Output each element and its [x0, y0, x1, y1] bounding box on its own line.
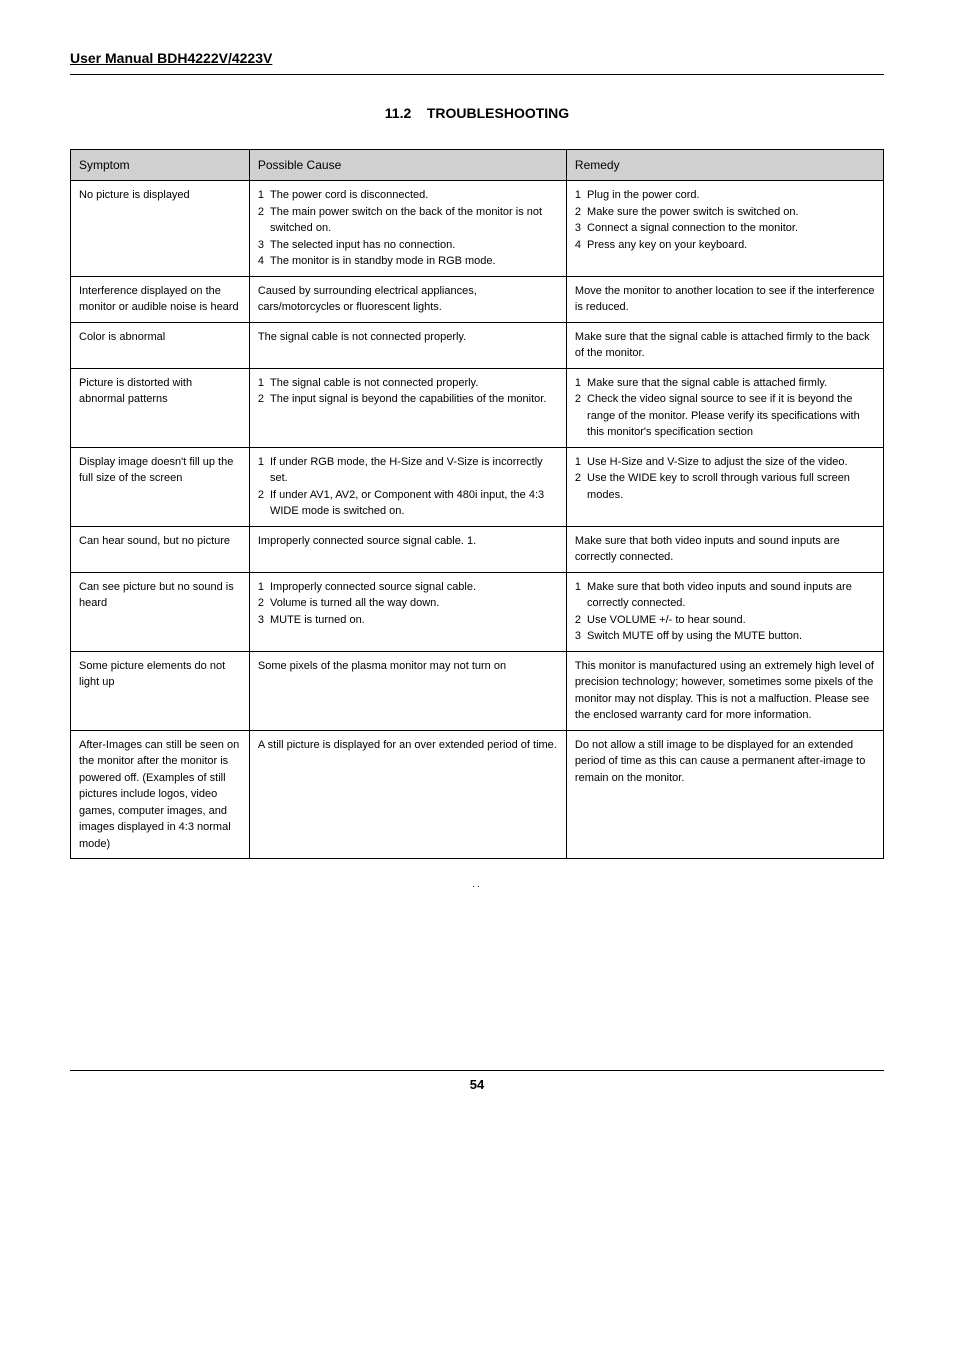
remedy-item: Use the WIDE key to scroll through vario… [587, 470, 875, 503]
remedy-item: Use VOLUME +/- to hear sound. [587, 612, 875, 629]
cause-cell: Caused by surrounding electrical applian… [249, 276, 566, 322]
remedy-item: Use H-Size and V-Size to adjust the size… [587, 454, 875, 471]
symptom-cell: Color is abnormal [71, 322, 250, 368]
cause-item: Volume is turned all the way down. [270, 595, 476, 612]
col-remedy-header: Remedy [566, 150, 883, 181]
table-row: Some picture elements do not light up So… [71, 651, 884, 730]
remedy-item: Make sure that both video inputs and sou… [587, 579, 875, 612]
remedy-item: Press any key on your keyboard. [587, 237, 799, 254]
cause-cell: 1If under RGB mode, the H-Size and V-Siz… [249, 447, 566, 526]
page-number: 54 [70, 1077, 884, 1092]
symptom-cell: Interference displayed on the monitor or… [71, 276, 250, 322]
section-title: 11.2 TROUBLESHOOTING [70, 105, 884, 121]
symptom-cell: Can see picture but no sound is heard [71, 572, 250, 651]
table-header-row: Symptom Possible Cause Remedy [71, 150, 884, 181]
remedy-item: Make sure the power switch is switched o… [587, 204, 799, 221]
cause-item: The signal cable is not connected proper… [270, 375, 546, 392]
remedy-cell: 1Make sure that the signal cable is atta… [566, 368, 883, 447]
cause-item: The power cord is disconnected. [270, 187, 558, 204]
table-row: After-Images can still be seen on the mo… [71, 730, 884, 859]
troubleshooting-table: Symptom Possible Cause Remedy No picture… [70, 149, 884, 859]
symptom-cell: Display image doesn't fill up the full s… [71, 447, 250, 526]
manual-title: User Manual BDH4222V/4223V [70, 50, 884, 74]
remedy-cell: Make sure that both video inputs and sou… [566, 526, 883, 572]
remedy-cell: Do not allow a still image to be display… [566, 730, 883, 859]
cause-item: MUTE is turned on. [270, 612, 476, 629]
remedy-cell: Move the monitor to another location to … [566, 276, 883, 322]
cause-item: Improperly connected source signal cable… [270, 579, 476, 596]
col-symptom-header: Symptom [71, 150, 250, 181]
remedy-item: Switch MUTE off by using the MUTE button… [587, 628, 875, 645]
symptom-cell: No picture is displayed [71, 181, 250, 277]
cause-item: If under RGB mode, the H-Size and V-Size… [270, 454, 558, 487]
table-row: Color is abnormal The signal cable is no… [71, 322, 884, 368]
table-row: Can see picture but no sound is heard 1I… [71, 572, 884, 651]
remedy-cell: 1Use H-Size and V-Size to adjust the siz… [566, 447, 883, 526]
cause-item: If under AV1, AV2, or Component with 480… [270, 487, 558, 520]
cause-cell: 1The power cord is disconnected. 2The ma… [249, 181, 566, 277]
cause-cell: Improperly connected source signal cable… [249, 526, 566, 572]
table-row: Can hear sound, but no picture Improperl… [71, 526, 884, 572]
ellipsis-decoration: .. [70, 879, 884, 890]
col-cause-header: Possible Cause [249, 150, 566, 181]
page-footer: 54 [70, 1070, 884, 1092]
section-number: 11.2 [385, 105, 411, 121]
table-row: Display image doesn't fill up the full s… [71, 447, 884, 526]
symptom-cell: Can hear sound, but no picture [71, 526, 250, 572]
cause-cell: 1The signal cable is not connected prope… [249, 368, 566, 447]
section-heading: TROUBLESHOOTING [427, 105, 569, 121]
cause-cell: Some pixels of the plasma monitor may no… [249, 651, 566, 730]
header-rule [70, 74, 884, 75]
symptom-cell: Picture is distorted with abnormal patte… [71, 368, 250, 447]
remedy-cell: 1Make sure that both video inputs and so… [566, 572, 883, 651]
cause-cell: 1Improperly connected source signal cabl… [249, 572, 566, 651]
symptom-cell: Some picture elements do not light up [71, 651, 250, 730]
symptom-cell: After-Images can still be seen on the mo… [71, 730, 250, 859]
cause-item: The main power switch on the back of the… [270, 204, 558, 237]
remedy-item: Connect a signal connection to the monit… [587, 220, 799, 237]
remedy-cell: Make sure that the signal cable is attac… [566, 322, 883, 368]
cause-item: The monitor is in standby mode in RGB mo… [270, 253, 558, 270]
cause-item: The input signal is beyond the capabilit… [270, 391, 546, 408]
remedy-cell: 1Plug in the power cord. 2Make sure the … [566, 181, 883, 277]
cause-cell: A still picture is displayed for an over… [249, 730, 566, 859]
remedy-item: Plug in the power cord. [587, 187, 799, 204]
footer-rule [70, 1070, 884, 1071]
cause-item: The selected input has no connection. [270, 237, 558, 254]
table-row: No picture is displayed 1The power cord … [71, 181, 884, 277]
remedy-cell: This monitor is manufactured using an ex… [566, 651, 883, 730]
remedy-item: Check the video signal source to see if … [587, 391, 875, 441]
cause-cell: The signal cable is not connected proper… [249, 322, 566, 368]
remedy-item: Make sure that the signal cable is attac… [587, 375, 875, 392]
table-row: Interference displayed on the monitor or… [71, 276, 884, 322]
table-row: Picture is distorted with abnormal patte… [71, 368, 884, 447]
